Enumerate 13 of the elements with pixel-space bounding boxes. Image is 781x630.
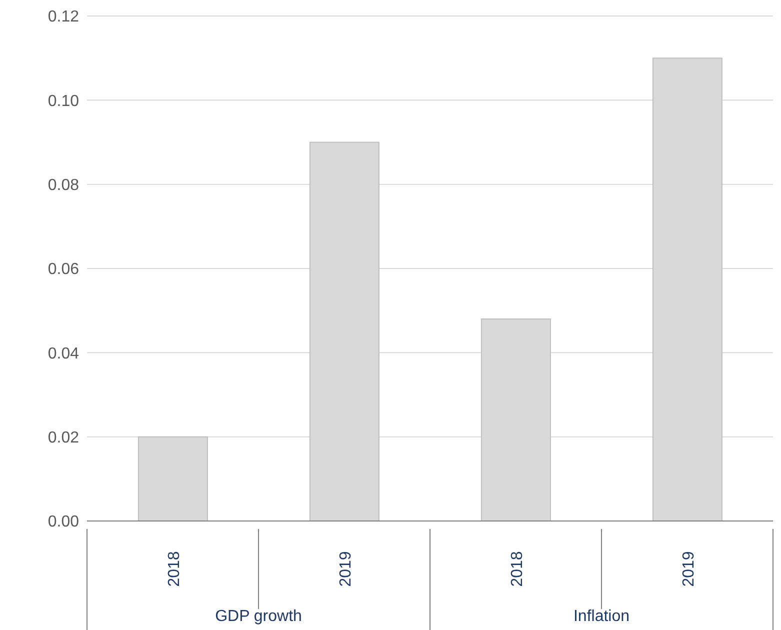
x-tick-label: 2018: [166, 551, 183, 587]
y-tick-label: 0.02: [48, 430, 80, 447]
y-tick-label: 0.08: [48, 177, 80, 194]
text: Inflation: [573, 608, 630, 625]
y-tick-label: 0.06: [48, 261, 80, 278]
x-tick-label: 2019: [337, 551, 354, 587]
x-tick-label: 2018: [508, 551, 526, 587]
y-tick-label: 0.10: [48, 92, 80, 110]
y-tick-label: 0.04: [48, 345, 80, 362]
y-tick-label: 0.12: [48, 8, 80, 26]
text: GDP growth: [215, 608, 302, 625]
x-tick-label: 2019: [680, 551, 698, 587]
y-tick-label: 0.00: [48, 514, 80, 531]
